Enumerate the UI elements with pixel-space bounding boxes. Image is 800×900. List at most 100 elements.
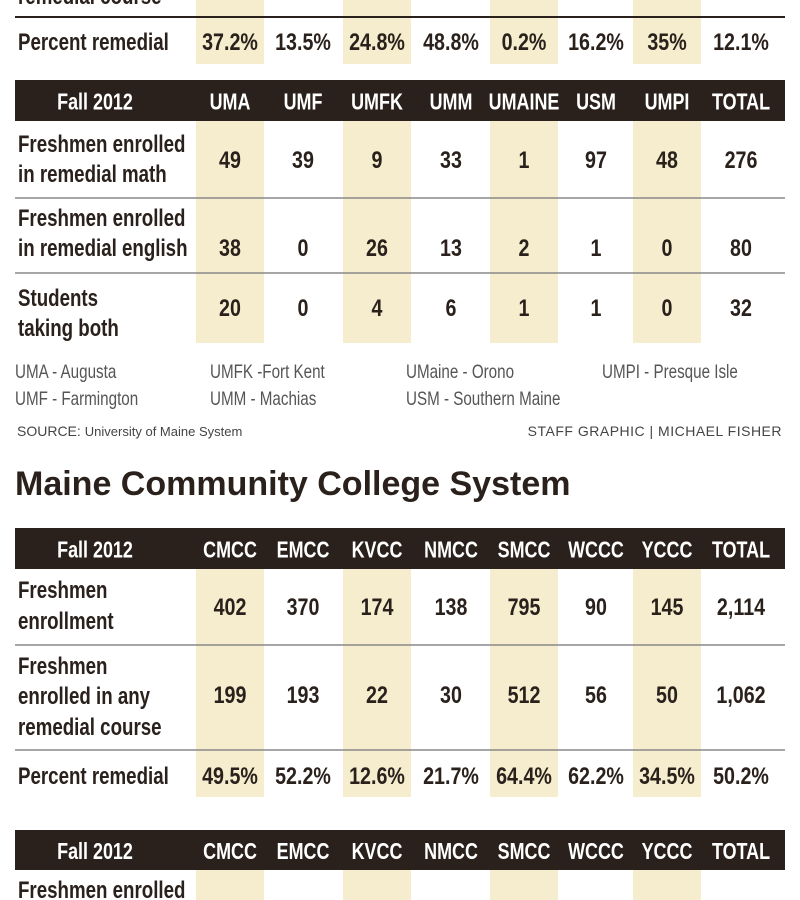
cell-value: 12.1% [713, 28, 769, 55]
cell-value: 795 [508, 593, 541, 620]
cell-value: 56 [585, 681, 607, 708]
cell-value: 48 [656, 146, 678, 173]
cell-value: 33 [440, 146, 462, 173]
column-header: TOTAL [712, 89, 770, 115]
cell-value: 402 [214, 593, 247, 620]
cell-value: 13 [440, 234, 462, 261]
cell-value: 24.8% [349, 28, 405, 55]
cell-value: 50 [656, 681, 678, 708]
column-header: UMFK [351, 89, 403, 115]
row-label: Freshmen enrolled [18, 205, 185, 232]
column-header: UMA [210, 89, 251, 115]
cell-value: 0.2% [502, 28, 547, 55]
legend-item: UMM - Machias [210, 387, 316, 409]
row-label: in remedial english [18, 235, 188, 262]
column-header: TOTAL [712, 537, 770, 563]
cell-value: 35% [647, 28, 686, 55]
column-header: KVCC [352, 839, 403, 865]
cell-value: 0 [662, 234, 673, 261]
row-label: Percent remedial [18, 29, 169, 56]
cell-value: 9 [372, 146, 383, 173]
cell-value: 90 [585, 593, 607, 620]
cell-value: 1 [519, 294, 530, 321]
column-highlight [633, 121, 701, 343]
column-header: CMCC [203, 839, 257, 865]
column-header: NMCC [424, 839, 478, 865]
cell-value: 174 [361, 593, 395, 620]
row-label: remedial course [18, 714, 162, 741]
source-label: SOURCE: [17, 423, 81, 439]
cell-value: 52.2% [275, 762, 331, 789]
column-header: UMPI [645, 89, 690, 115]
row-label: Percent remedial [18, 763, 169, 790]
cell-value: 6 [446, 294, 457, 321]
cell-value: 0 [662, 294, 673, 321]
cell-value: 16.2% [568, 28, 624, 55]
row-label: Freshmen enrolled [18, 877, 185, 900]
cell-value: 193 [287, 681, 320, 708]
cell-value: 22 [366, 681, 388, 708]
column-header: WCCC [568, 537, 624, 563]
cell-value: 12.6% [349, 762, 405, 789]
cell-value: 1 [591, 294, 602, 321]
header-bar [15, 528, 785, 569]
column-highlight [343, 0, 411, 64]
cell-value: 37.2% [202, 28, 258, 55]
cell-value: 39 [292, 146, 314, 173]
header-bar [15, 80, 785, 121]
cell-value: 64.4% [496, 762, 552, 789]
row-label: taking both [18, 315, 119, 342]
cell-value: 49.5% [202, 762, 258, 789]
column-header: YCCC [642, 537, 693, 563]
column-header: TOTAL [712, 839, 770, 865]
column-header: SMCC [498, 839, 551, 865]
column-highlight [196, 121, 264, 343]
cell-value: 62.2% [568, 762, 624, 789]
header-bar [15, 830, 785, 870]
column-header: Fall 2012 [57, 89, 133, 115]
row-label: enrolled in any [18, 683, 150, 710]
column-highlight [343, 121, 411, 343]
row-label: enrollment [18, 608, 114, 635]
column-highlight [490, 870, 558, 900]
legend-item: UMaine - Orono [406, 360, 514, 382]
column-highlight [343, 870, 411, 900]
column-header: EMCC [277, 839, 330, 865]
source: SOURCE: University of Maine System [17, 423, 242, 439]
cell-value: 1 [591, 234, 602, 261]
cell-value: 2 [519, 234, 530, 261]
column-header: SMCC [498, 537, 551, 563]
cell-value: 0 [298, 294, 309, 321]
cell-value: 49 [219, 146, 241, 173]
legend-item: UMF - Farmington [15, 387, 138, 409]
cell-value: 145 [651, 593, 684, 620]
source-text: University of Maine System [85, 424, 243, 439]
legend-item: UMPI - Presque Isle [602, 360, 738, 382]
row-label: Freshmen enrolled [18, 131, 185, 158]
cell-value: 20 [219, 294, 241, 321]
cell-value: 13.5% [275, 28, 331, 55]
cell-value: 21.7% [423, 762, 479, 789]
column-header: Fall 2012 [57, 537, 133, 563]
cell-value: 370 [287, 593, 320, 620]
cell-value: 80 [730, 234, 752, 261]
cell-value: 38 [219, 234, 241, 261]
column-header: WCCC [568, 839, 624, 865]
cell-value: 2,114 [717, 593, 766, 620]
column-header: USM [576, 89, 616, 115]
section-title: Maine Community College System [15, 465, 570, 503]
column-highlight [633, 569, 701, 797]
row-label: remedial course [18, 0, 162, 10]
column-header: CMCC [203, 537, 257, 563]
cell-value: 30 [440, 681, 462, 708]
cell-value: 512 [508, 681, 541, 708]
legend-item: UMA - Augusta [15, 360, 117, 382]
row-label: Students [18, 285, 98, 312]
column-highlight [196, 870, 264, 900]
column-highlight [490, 0, 558, 64]
credit: STAFF GRAPHIC | MICHAEL FISHER [528, 423, 782, 439]
cell-value: 34.5% [639, 762, 695, 789]
column-header: EMCC [277, 537, 330, 563]
cell-value: 0 [298, 234, 309, 261]
